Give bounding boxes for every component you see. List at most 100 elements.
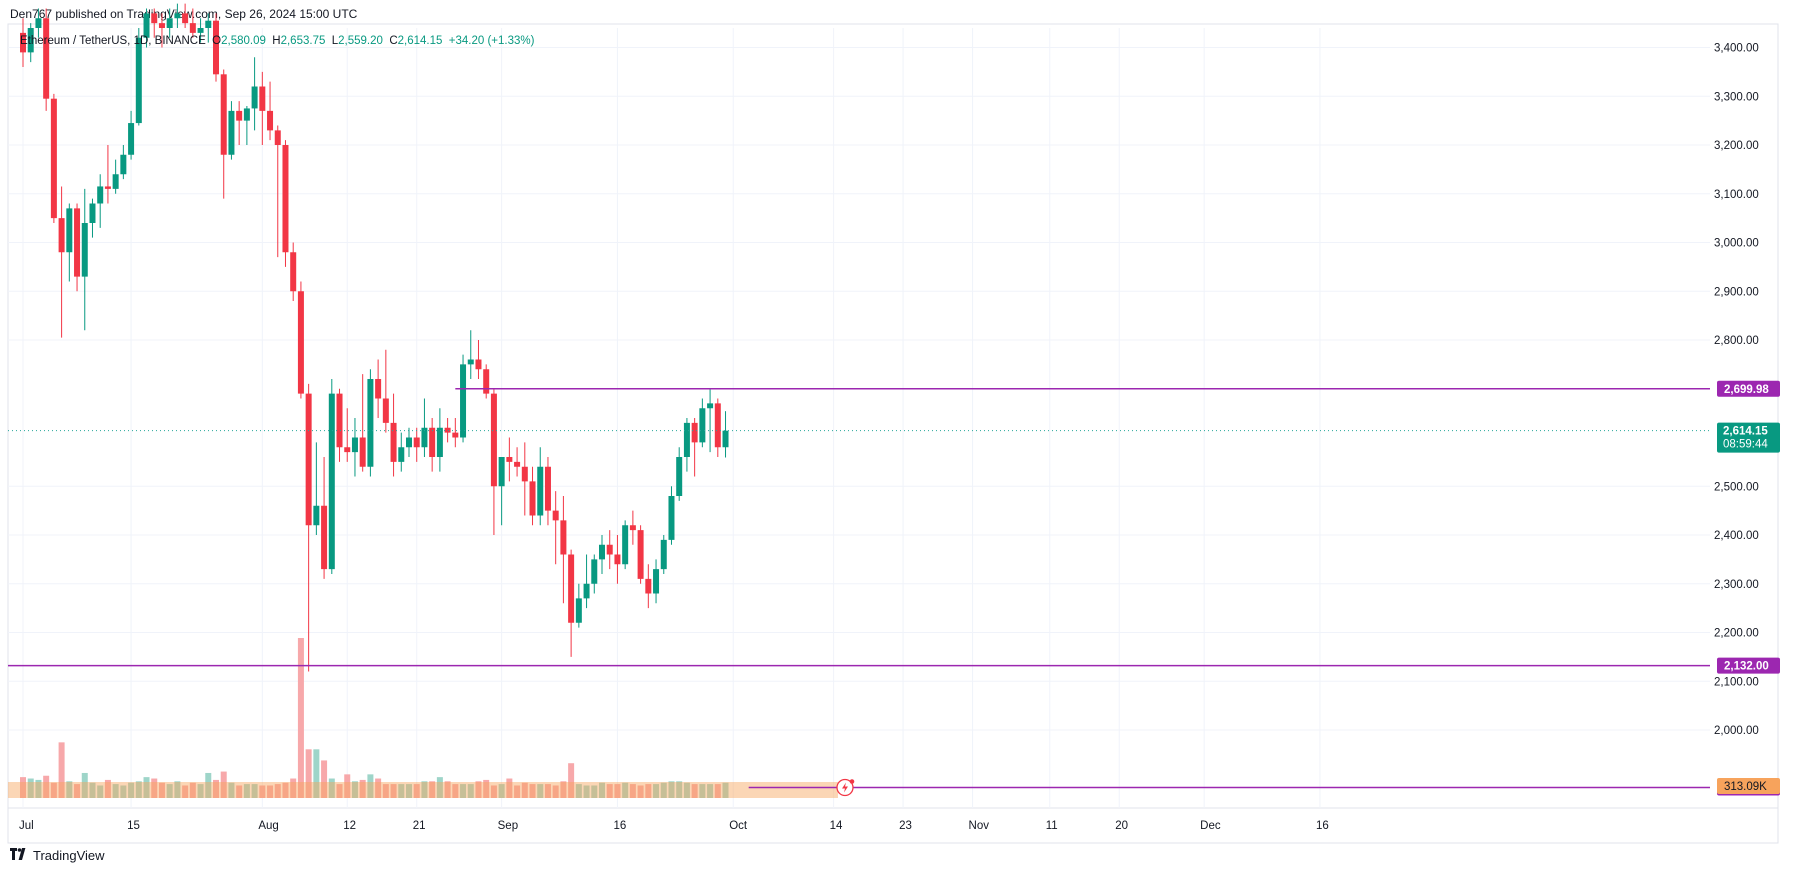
x-tick-label: Sep [498,820,518,832]
volume-bar [490,785,497,798]
candle-body [174,13,181,19]
candle-body [467,359,474,365]
volume-bar [236,785,243,798]
volume-badge [1717,778,1780,794]
volume-bar [259,785,266,798]
y-tick-label: 2,200.00 [1714,628,1759,640]
candle-body [699,408,706,443]
volume-bar [321,760,328,798]
last-price-label: 2,614.15 [1723,426,1768,438]
low-label: L [331,35,339,47]
close-value: 2,614.15 [397,35,443,47]
candle-body [591,559,598,584]
volume-bar [676,781,683,798]
candle-body [50,98,57,219]
candle-body [259,86,266,111]
volume-bar [50,782,57,798]
candle-body [560,520,567,555]
x-tick-label: 14 [830,820,843,832]
chart-frame [7,23,1779,844]
volume-bar [166,784,173,798]
candle-body [236,110,243,121]
volume-bar [313,749,320,798]
volume-bar [43,775,50,798]
volume-bar [475,781,482,798]
volume-bar [529,784,536,798]
volume-bar [120,785,127,798]
volume-bar [683,782,690,798]
volume-bar [282,782,289,798]
volume-bar [583,785,590,798]
volume-bar [707,784,714,798]
candle-body [197,28,204,33]
volume-bar [81,772,88,798]
candle-body [313,505,320,526]
candle-body [483,369,490,394]
volume-bar [552,785,559,798]
candle-body [645,578,652,594]
candle-body [74,208,81,277]
candle-body [151,13,158,24]
volume-value-label: 313.09K [1724,781,1767,793]
volume-bar [375,778,382,798]
volume-bar [436,777,443,798]
x-tick-label: Oct [729,820,748,832]
volume-bar [653,784,660,798]
volume-bar [359,779,366,798]
tradingview-logo-icon [10,848,28,863]
candle-body [490,393,497,487]
candle-body [251,86,258,109]
candle-body [89,203,96,223]
volume-bar [112,784,119,798]
volume-bar [575,784,582,798]
candle-body [552,510,559,521]
candle-body [375,379,382,399]
volume-bar [521,782,528,798]
candle-body [228,110,235,155]
candle-body [676,457,683,496]
candle-body [452,432,459,438]
candle-body [282,145,289,253]
x-tick-label: Aug [258,820,278,832]
candle-body [336,393,343,448]
candle-body [575,598,582,623]
x-tick-label: 12 [343,820,356,832]
candle-body [460,364,467,438]
candle-body [406,437,412,448]
level-price-badge [1717,657,1780,674]
volume-bar [158,782,165,798]
volume-bar [382,784,389,798]
y-tick-label: 2,000.00 [1714,725,1759,737]
candle-body [213,20,219,75]
candle-body [58,218,65,253]
y-tick-label: 3,100.00 [1714,189,1759,201]
candle-body [444,427,451,433]
volume-bar [537,784,544,798]
level-price-label: 2,132.00 [1724,661,1769,673]
y-tick-label: 3,000.00 [1714,238,1759,250]
volume-bar [104,779,111,798]
tradingview-brand[interactable]: TradingView [10,848,105,863]
candle-body [27,28,34,53]
candle-body [599,544,605,560]
candle-body [128,123,135,155]
symbol-label[interactable]: Ethereum / TetherUS, 1D, BINANCE [20,35,206,47]
ohlc-legend: Ethereum / TetherUS, 1D, BINANCE O2,580.… [20,35,534,47]
candle-body [267,110,274,131]
candle-body [707,403,714,409]
candle-body [521,466,528,482]
volume-bar [660,782,667,798]
level-price-badge [1717,380,1780,397]
y-tick-label: 3,200.00 [1714,140,1759,152]
volume-bar [89,782,96,798]
candle-body [714,403,721,448]
volume-bar [406,784,412,798]
candle-body [359,437,366,467]
volume-bar [398,784,405,798]
last-price-badge [1717,422,1780,453]
y-tick-label: 2,400.00 [1714,530,1759,542]
volume-bar [27,778,34,798]
volume-bar [367,774,374,798]
x-tick-label: Jul [19,820,34,832]
